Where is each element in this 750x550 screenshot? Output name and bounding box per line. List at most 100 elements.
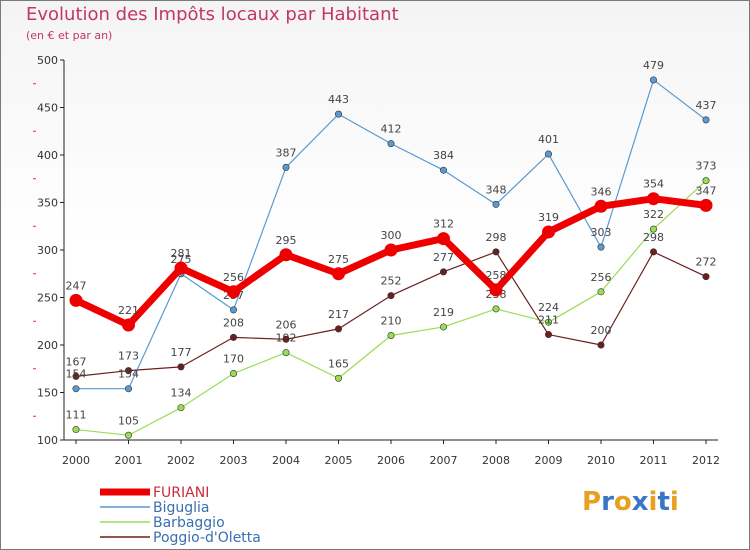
chart-subtitle: (en € et par an) <box>26 29 113 42</box>
y-tick-label: 100 <box>37 434 58 447</box>
data-point-poggio-d-oletta <box>177 363 185 371</box>
x-tick-label: 2000 <box>62 454 90 467</box>
data-label-biguglia: 479 <box>643 59 664 72</box>
data-label-barbaggio: 224 <box>538 301 559 314</box>
data-point-biguglia <box>439 166 447 174</box>
data-label-furiani: 319 <box>538 211 559 224</box>
data-point-furiani <box>699 198 713 212</box>
data-point-barbaggio <box>334 374 342 382</box>
data-point-biguglia <box>282 163 290 171</box>
data-point-barbaggio <box>649 225 657 233</box>
x-tick-label: 2001 <box>115 454 143 467</box>
data-point-biguglia <box>544 150 552 158</box>
y-tick-label: 400 <box>37 149 58 162</box>
data-label-barbaggio: 322 <box>643 208 664 221</box>
data-label-poggio-d-oletta: 272 <box>696 256 717 269</box>
x-tick-label: 2003 <box>220 454 248 467</box>
data-point-barbaggio <box>597 288 605 296</box>
data-point-barbaggio <box>230 369 238 377</box>
data-label-poggio-d-oletta: 298 <box>486 231 507 244</box>
data-point-biguglia <box>72 385 80 393</box>
data-label-poggio-d-oletta: 200 <box>591 324 612 337</box>
legend-label-barbaggio: Barbaggio <box>153 515 225 531</box>
legend-label-poggio-d-oletta: Poggio-d'Oletta <box>153 530 261 546</box>
data-label-barbaggio: 111 <box>66 409 87 422</box>
data-label-biguglia: 348 <box>486 183 507 196</box>
data-point-poggio-d-oletta <box>72 372 80 380</box>
data-label-poggio-d-oletta: 177 <box>171 346 192 359</box>
data-point-furiani <box>384 243 398 257</box>
x-tick-label: 2010 <box>587 454 615 467</box>
data-label-biguglia: 443 <box>328 93 349 106</box>
data-label-barbaggio: 105 <box>118 414 139 427</box>
data-point-biguglia <box>125 385 133 393</box>
y-tick-label: 450 <box>37 102 58 115</box>
data-point-furiani <box>594 199 608 213</box>
logo-letter: t <box>657 487 670 517</box>
x-tick-label: 2012 <box>692 454 720 467</box>
data-point-barbaggio <box>125 431 133 439</box>
y-tick-label: 300 <box>37 244 58 257</box>
data-label-biguglia: 303 <box>591 226 612 239</box>
y-tick-label: 200 <box>37 339 58 352</box>
x-tick-label: 2005 <box>325 454 353 467</box>
data-point-furiani <box>332 267 345 281</box>
data-label-poggio-d-oletta: 206 <box>276 318 297 331</box>
data-point-poggio-d-oletta <box>230 333 238 341</box>
data-label-furiani: 281 <box>171 247 192 260</box>
data-label-biguglia: 154 <box>118 368 139 381</box>
chart-title: Evolution des Impôts locaux par Habitant <box>26 4 399 25</box>
data-point-biguglia <box>492 200 500 208</box>
proxiti-logo: Proxiti <box>582 487 679 517</box>
data-point-furiani <box>227 285 240 299</box>
data-point-barbaggio <box>177 404 185 412</box>
y-tick-label: 350 <box>37 197 58 210</box>
data-point-barbaggio <box>387 331 395 339</box>
data-label-barbaggio: 170 <box>223 353 244 366</box>
data-label-barbaggio: 134 <box>171 387 192 400</box>
data-point-barbaggio <box>702 177 710 185</box>
data-label-furiani: 256 <box>223 271 244 284</box>
data-point-poggio-d-oletta <box>597 341 605 349</box>
data-label-poggio-d-oletta: 217 <box>328 308 349 321</box>
data-point-barbaggio <box>439 323 447 331</box>
data-label-furiani: 346 <box>591 185 612 198</box>
data-point-poggio-d-oletta <box>125 367 133 375</box>
x-tick-label: 2002 <box>167 454 195 467</box>
data-label-poggio-d-oletta: 173 <box>118 350 139 363</box>
x-tick-label: 2008 <box>482 454 510 467</box>
logo-letter: o <box>613 487 632 517</box>
x-tick-label: 2007 <box>430 454 458 467</box>
x-tick-label: 2006 <box>377 454 405 467</box>
data-label-biguglia: 275 <box>171 253 192 266</box>
data-label-barbaggio: 219 <box>433 306 454 319</box>
data-point-barbaggio <box>544 318 552 326</box>
data-label-poggio-d-oletta: 277 <box>433 251 454 264</box>
data-point-furiani <box>174 261 188 275</box>
data-point-biguglia <box>230 306 238 314</box>
logo-letter: P <box>582 487 602 517</box>
logo-letter: x <box>631 487 649 517</box>
data-label-poggio-d-oletta: 211 <box>538 314 559 327</box>
data-point-poggio-d-oletta <box>492 248 500 256</box>
data-label-barbaggio: 373 <box>696 160 717 173</box>
x-tick-label: 2009 <box>535 454 563 467</box>
data-point-biguglia <box>597 243 605 251</box>
data-label-furiani: 347 <box>696 184 717 197</box>
data-label-poggio-d-oletta: 208 <box>223 316 244 329</box>
data-label-furiani: 300 <box>381 229 402 242</box>
data-point-biguglia <box>334 110 342 118</box>
data-label-barbaggio: 165 <box>328 357 349 370</box>
data-label-poggio-d-oletta: 252 <box>381 275 402 288</box>
data-point-furiani <box>542 225 555 239</box>
logo-letter: i <box>669 487 679 517</box>
data-label-poggio-d-oletta: 167 <box>66 355 87 368</box>
data-point-barbaggio <box>282 349 290 357</box>
data-label-furiani: 295 <box>276 234 297 247</box>
data-point-poggio-d-oletta <box>544 331 552 339</box>
data-label-furiani: 275 <box>328 253 349 266</box>
data-point-poggio-d-oletta <box>702 273 710 281</box>
data-point-furiani <box>69 293 83 307</box>
